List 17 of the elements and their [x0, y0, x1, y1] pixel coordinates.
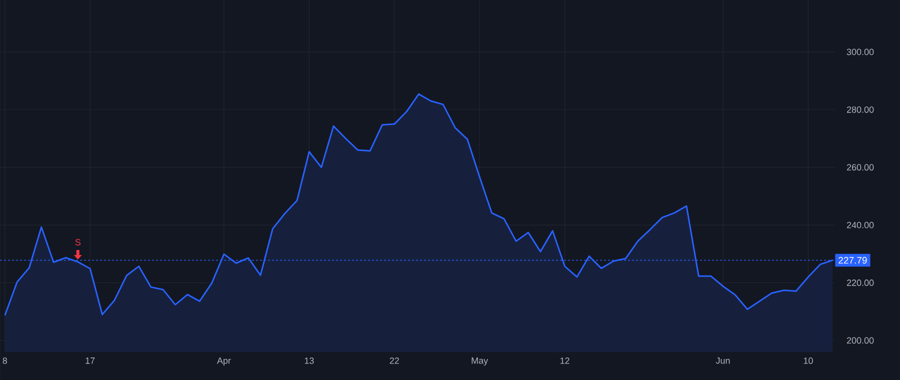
y-tick-label: 200.00: [846, 337, 874, 344]
y-tick-label: 240.00: [846, 222, 874, 228]
y-tick-label: 260.00: [846, 164, 874, 171]
x-tick-label: 17: [86, 358, 95, 364]
x-tick-label: 8: [2, 358, 7, 364]
x-tick-label: 12: [560, 358, 570, 364]
annotation: S: [75, 239, 81, 246]
x-tick-label: Apr: [216, 358, 231, 366]
x-tick-label: 22: [390, 358, 399, 364]
y-tick-label: 300.00: [846, 48, 874, 56]
y-tick-label: 280.00: [846, 106, 874, 113]
y-tick-label: 220.00: [846, 280, 874, 286]
x-tick-label: May: [472, 358, 488, 366]
x-tick-label: 13: [304, 358, 314, 364]
x-tick-label: Jun: [716, 358, 730, 364]
ref-line-label: 227.79: [838, 256, 867, 264]
x-tick-label: 10: [804, 358, 813, 364]
